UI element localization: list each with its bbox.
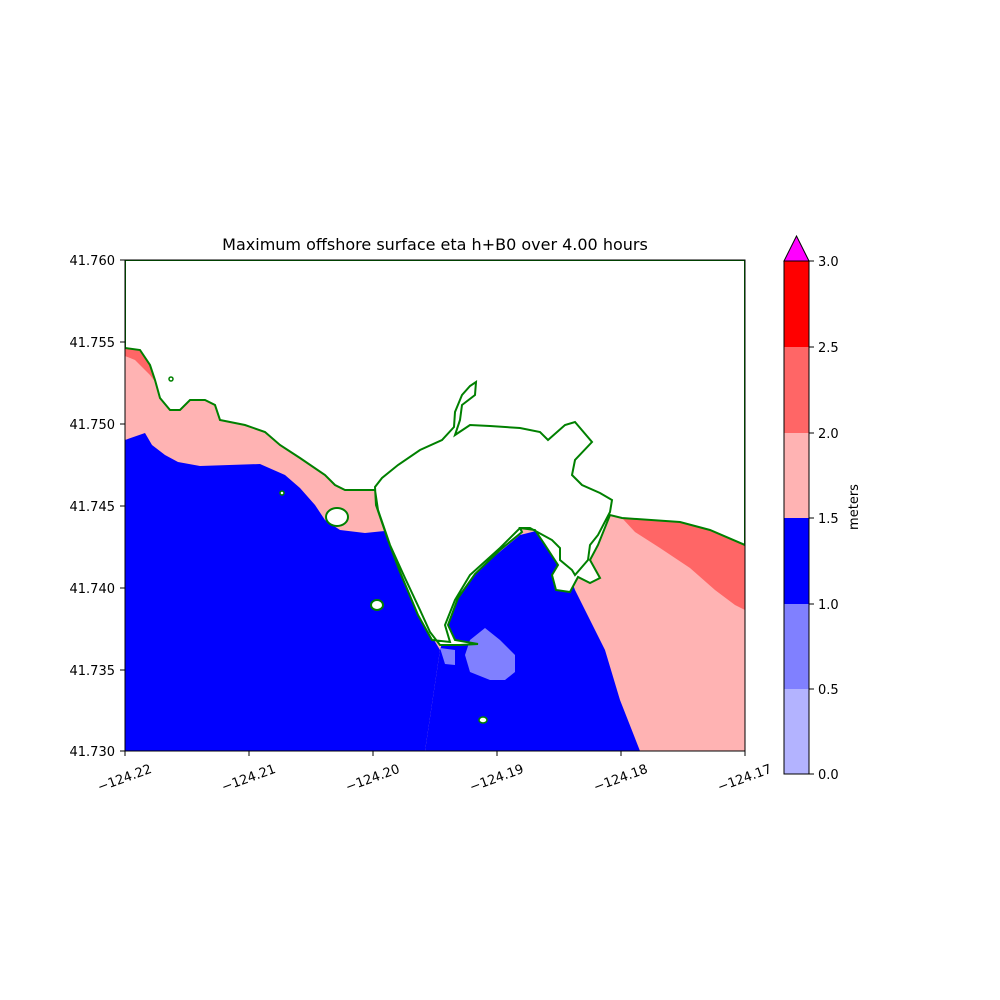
x-axis: −124.22 −124.21 −124.20 −124.19 −124.18 …	[96, 751, 774, 795]
colorbar-band-0p5-1p0	[784, 604, 809, 689]
x-tick-label: −124.19	[468, 762, 526, 795]
colorbar: 0.0 0.5 1.0 1.5 2.0 2.5 3.0 meters	[783, 234, 862, 783]
colorbar-tick-label: 1.0	[818, 598, 839, 613]
colorbar-band-1p0-1p5	[784, 518, 809, 604]
zone-1p0-1p5-west	[125, 433, 440, 751]
colorbar-tick-label: 1.5	[818, 512, 839, 527]
island-1	[325, 507, 349, 527]
colorbar-tick-label: 2.5	[818, 341, 839, 356]
zone-0p5-1p0-small	[440, 648, 455, 665]
colorbar-band-1p5-2p0	[784, 433, 809, 518]
colorbar-tick-label: 0.5	[818, 683, 839, 698]
island-5	[168, 376, 174, 382]
x-tick-label: −124.20	[344, 762, 402, 795]
y-tick-label: 41.755	[70, 336, 116, 351]
y-tick-label: 41.730	[70, 745, 116, 760]
colorbar-extend-arrow	[783, 234, 810, 262]
y-tick-label: 41.740	[70, 582, 116, 597]
colorbar-band-2p5-3p0	[784, 261, 809, 347]
island-4	[279, 490, 285, 496]
zone-1p0-1p5-east	[425, 530, 640, 751]
x-tick-label: −124.21	[220, 762, 278, 795]
land-west	[125, 260, 745, 646]
y-tick-label: 41.735	[70, 664, 116, 679]
y-tick-label: 41.745	[70, 500, 116, 515]
y-tick-label: 41.750	[70, 418, 116, 433]
chart-title: Maximum offshore surface eta h+B0 over 4…	[222, 235, 648, 254]
colorbar-band-2p0-2p5	[784, 347, 809, 433]
colorbar-tick-label: 3.0	[818, 255, 839, 270]
zone-0p5-1p0	[465, 628, 515, 680]
y-tick-label: 41.760	[70, 254, 116, 269]
colorbar-tick-label: 2.0	[818, 427, 839, 442]
x-tick-label: −124.17	[716, 762, 774, 795]
colorbar-label: meters	[847, 484, 862, 530]
island-2	[370, 599, 384, 611]
y-axis: 41.760 41.755 41.750 41.745 41.740 41.73…	[70, 254, 125, 760]
map-area	[125, 260, 745, 751]
x-tick-label: −124.18	[592, 762, 650, 795]
x-tick-label: −124.22	[96, 762, 154, 795]
island-3	[478, 716, 488, 724]
colorbar-band-0p0-0p5	[784, 689, 809, 774]
zone-2p0-2p5-east	[622, 518, 745, 610]
colorbar-tick-label: 0.0	[818, 768, 839, 783]
